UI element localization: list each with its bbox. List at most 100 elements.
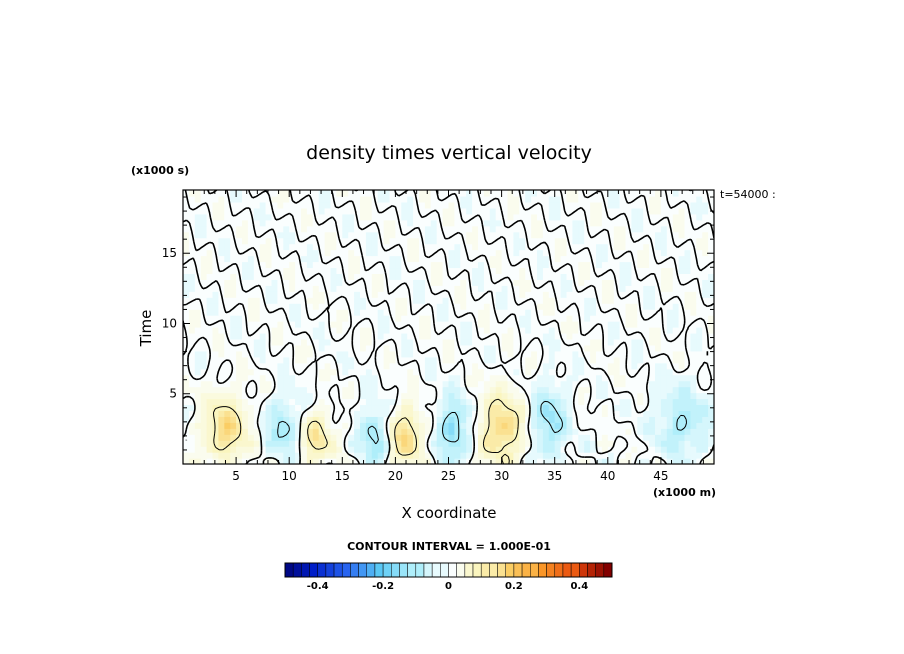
field-cell — [590, 356, 597, 364]
field-cell — [188, 458, 196, 464]
field-cell — [542, 273, 550, 280]
field-cell — [395, 190, 402, 197]
field-cell — [560, 458, 568, 464]
field-cell — [590, 279, 597, 286]
field-cell — [395, 273, 402, 280]
field-cell — [271, 303, 278, 310]
field-cell — [194, 279, 202, 286]
field-cell — [684, 285, 691, 292]
field-cell — [259, 249, 267, 257]
field-cell — [306, 380, 314, 388]
field-cell — [548, 338, 556, 346]
field-cell — [212, 195, 219, 203]
field-cell — [525, 255, 532, 263]
field-cell — [442, 219, 450, 227]
field-cell — [678, 237, 686, 245]
field-cell — [572, 440, 579, 447]
field-cell — [312, 410, 320, 417]
field-cell — [513, 207, 520, 215]
field-cell — [312, 231, 320, 239]
field-cell — [354, 249, 361, 257]
field-cell — [513, 374, 520, 382]
field-cell — [531, 404, 538, 411]
field-cell — [655, 446, 662, 453]
field-cell — [649, 404, 656, 411]
field-cell — [183, 231, 190, 239]
field-cell — [619, 350, 627, 358]
field-cell — [230, 195, 237, 203]
field-cell — [454, 207, 461, 215]
field-cell — [696, 356, 703, 364]
field-cell — [554, 392, 562, 400]
field-cell — [365, 332, 373, 340]
field-cell — [466, 440, 473, 447]
field-cell — [466, 255, 473, 263]
field-cell — [542, 207, 550, 215]
field-cell — [395, 380, 402, 388]
field-cell — [655, 398, 662, 406]
field-cell — [212, 410, 219, 417]
field-cell — [572, 422, 579, 429]
field-cell — [537, 225, 544, 233]
field-cell — [584, 213, 591, 221]
field-cell — [643, 309, 650, 316]
field-cell — [660, 374, 668, 382]
field-cell — [395, 327, 402, 334]
field-cell — [696, 309, 703, 316]
field-cell — [301, 303, 308, 310]
field-cell — [277, 213, 284, 221]
field-cell — [584, 374, 591, 382]
field-cell — [590, 368, 597, 376]
field-cell — [560, 225, 568, 233]
field-cell — [183, 374, 190, 382]
field-cell — [360, 213, 367, 221]
field-cell — [548, 315, 556, 322]
field-cell — [365, 201, 373, 209]
field-cell — [448, 332, 455, 340]
field-cell — [531, 458, 538, 464]
field-cell — [478, 207, 485, 215]
field-cell — [542, 344, 550, 352]
field-cell — [472, 243, 479, 251]
field-cell — [407, 225, 414, 233]
field-cell — [401, 261, 408, 269]
field-cell — [519, 362, 526, 370]
field-cell — [306, 237, 314, 245]
field-cell — [259, 201, 267, 209]
field-cell — [265, 303, 273, 310]
field-cell — [542, 231, 550, 239]
field-cell — [342, 195, 349, 203]
field-cell — [613, 219, 621, 227]
field-cell — [377, 452, 385, 459]
field-cell — [590, 344, 597, 352]
field-cell — [649, 344, 656, 352]
field-cell — [489, 321, 497, 328]
field-cell — [318, 303, 326, 310]
field-cell — [430, 303, 438, 310]
field-cell — [513, 273, 520, 280]
field-cell — [419, 261, 426, 269]
field-cell — [259, 243, 267, 251]
field-cell — [183, 410, 190, 417]
field-cell — [194, 350, 202, 358]
field-cell — [666, 207, 674, 215]
field-cell — [354, 332, 361, 340]
field-cell — [277, 309, 284, 316]
field-cell — [377, 327, 385, 334]
field-cell — [218, 398, 225, 406]
field-cell — [442, 231, 450, 239]
field-cell — [649, 249, 656, 257]
field-cell — [501, 297, 509, 304]
field-cell — [448, 255, 455, 263]
field-cell — [401, 350, 408, 358]
field-cell — [596, 416, 603, 423]
field-cell — [301, 458, 308, 464]
field-cell — [454, 398, 461, 406]
field-cell — [666, 249, 674, 257]
field-cell — [631, 249, 638, 257]
field-cell — [448, 434, 455, 441]
field-cell — [330, 458, 337, 464]
field-cell — [407, 368, 414, 376]
field-cell — [295, 285, 302, 292]
field-cell — [218, 434, 225, 441]
